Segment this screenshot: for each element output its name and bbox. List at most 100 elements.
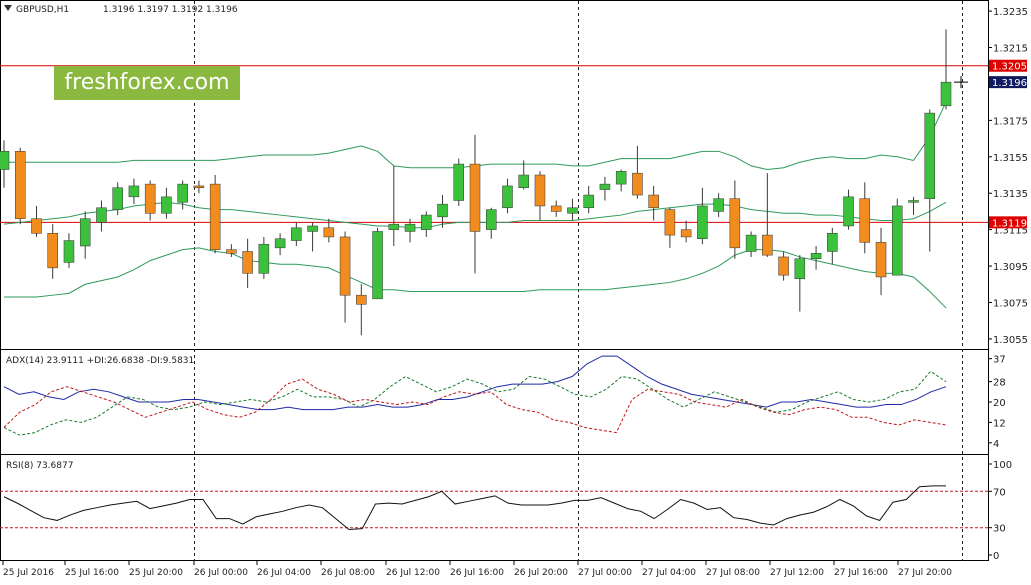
rsi-tick-label: 70 [993, 487, 1006, 498]
candle-body [356, 294, 367, 305]
adx-tick-label: 12 [993, 418, 1006, 429]
candle-body [437, 203, 448, 218]
candle-body [534, 174, 546, 207]
ohlc-readout: 1.3196 1.3197 1.3192 1.3196 [103, 5, 238, 15]
x-tick-label: 25 Jul 2016 [3, 568, 54, 578]
candle-body [664, 209, 676, 236]
candle-body [745, 234, 757, 252]
y-tick-label: 1.3215 [993, 44, 1028, 55]
candle-body [209, 183, 221, 250]
candle-body [843, 196, 854, 227]
candle-body [242, 251, 253, 274]
candle-body [892, 205, 903, 276]
adx-tick-label: 4 [993, 439, 999, 450]
adx-title: ADX(14) 23.9111 +DI:26.6838 -DI:9.5831 [6, 356, 194, 366]
band-lower [4, 247, 947, 309]
price-level-label: 1.3205 [992, 62, 1027, 73]
candle-body [79, 218, 91, 247]
x-tick-label: 27 Jul 00:00 [578, 568, 632, 578]
adx-tick-label: 28 [993, 378, 1006, 389]
candle-body [291, 227, 302, 241]
candle-body [0, 151, 10, 170]
candle-body [550, 205, 562, 212]
candle-body [810, 253, 822, 260]
rsi-tick-label: 100 [993, 460, 1012, 471]
candle-body [372, 231, 383, 300]
current-price-badge [989, 76, 1027, 89]
y-tick-label: 1.3095 [993, 262, 1028, 273]
adx-series-line [3, 370, 947, 436]
y-tick-label: 1.3055 [993, 335, 1028, 346]
candle-body [453, 163, 465, 201]
candle-body [713, 198, 724, 212]
candle-body [128, 185, 140, 198]
candle-body [144, 183, 156, 214]
candle-body [680, 229, 692, 238]
candle-body [924, 112, 936, 199]
candle-body [14, 151, 26, 219]
x-tick-label: 27 Jul 12:00 [770, 568, 824, 578]
y-tick-label: 1.3155 [993, 153, 1028, 164]
y-tick-label: 1.3115 [993, 226, 1028, 237]
x-tick-label: 26 Jul 16:00 [450, 568, 504, 578]
x-tick-label: 26 Jul 04:00 [257, 568, 311, 578]
candle-body [599, 183, 611, 190]
candle-body [469, 163, 481, 232]
candle-body [518, 174, 529, 188]
candle-body [940, 81, 952, 107]
candle-body [404, 223, 416, 232]
y-tick-label: 1.3075 [993, 298, 1028, 309]
rsi-title: RSI(8) 73.6877 [6, 461, 73, 471]
candle-body [827, 233, 838, 252]
candle-body [859, 198, 871, 243]
rsi-series-line [3, 485, 946, 531]
candle-body [161, 196, 172, 214]
price-level-badge [989, 216, 1027, 229]
x-tick-label: 27 Jul 16:00 [834, 568, 888, 578]
candle-body [63, 240, 75, 263]
watermark-logo: freshforex.com [54, 66, 240, 100]
chart-menu-icon [4, 5, 12, 11]
candle-body [697, 205, 708, 239]
x-tick-label: 26 Jul 12:00 [386, 568, 440, 578]
candle-body [762, 234, 773, 256]
rsi-tick-label: 30 [993, 524, 1006, 535]
chart-frame [0, 0, 989, 561]
price-level-label: 1.3119 [992, 218, 1027, 229]
candle-body [794, 258, 806, 280]
candle-body [307, 225, 318, 232]
candle-body [632, 172, 643, 196]
chart-symbol-title: GBPUSD,H1 [16, 5, 69, 15]
candle-body [615, 171, 627, 185]
candle-body [875, 242, 887, 278]
candle-body [908, 200, 919, 203]
y-tick-label: 1.3175 [993, 116, 1028, 127]
rsi-tick-label: 0 [993, 551, 999, 562]
candle-body [47, 233, 58, 269]
y-tick-label: 1.3235 [993, 7, 1028, 18]
x-tick-label: 26 Jul 20:00 [514, 568, 568, 578]
adx-tick-label: 37 [993, 355, 1006, 366]
x-tick-label: 25 Jul 20:00 [129, 568, 183, 578]
adx-series-line [3, 378, 947, 434]
y-tick-label: 1.3135 [993, 189, 1028, 200]
x-tick-label: 25 Jul 16:00 [65, 568, 119, 578]
x-tick-label: 26 Jul 00:00 [194, 568, 248, 578]
candle-body [485, 209, 497, 230]
x-tick-label: 27 Jul 04:00 [642, 568, 696, 578]
candle-body [778, 256, 789, 276]
candle-body [502, 185, 513, 209]
x-tick-label: 27 Jul 08:00 [706, 568, 760, 578]
candle-body [729, 198, 741, 249]
candle-body [193, 185, 205, 188]
candle-body [96, 207, 107, 223]
candle-body [388, 223, 400, 230]
candle-body [274, 238, 286, 249]
candle-body [112, 187, 123, 210]
current-price-label: 1.3196 [992, 78, 1027, 89]
price-level-badge [989, 59, 1027, 72]
candle-body [567, 207, 578, 214]
candle-body [339, 236, 351, 296]
